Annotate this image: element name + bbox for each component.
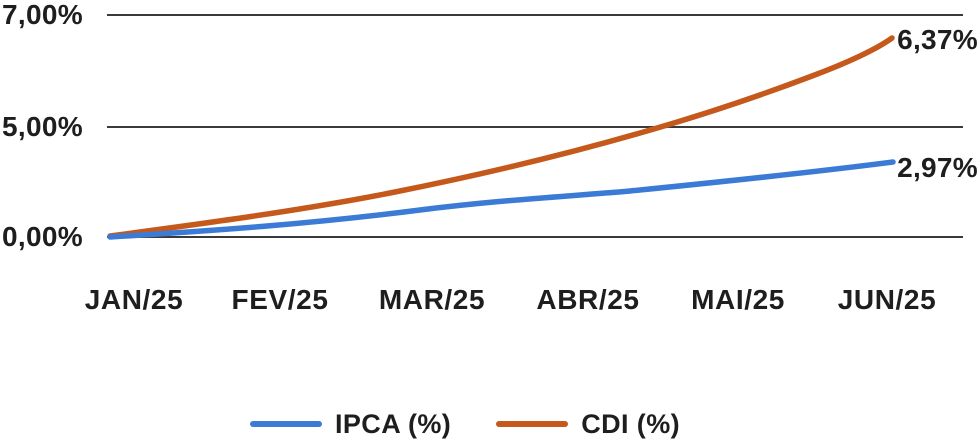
cdi-line-swatch <box>496 421 569 427</box>
cdi-legend-label: CDI (%) <box>581 408 680 439</box>
cdi-end-value-label: 6,37% <box>897 24 978 55</box>
ipca-line-swatch <box>250 421 322 427</box>
legend: IPCA (%) CDI (%) <box>0 408 955 440</box>
gridlines <box>107 14 963 238</box>
x-axis-tick-label-jun: JUN/25 <box>837 284 937 315</box>
x-axis-tick-label-mar: MAR/25 <box>378 284 486 315</box>
legend-item-cdi: CDI (%) <box>496 409 680 440</box>
x-axis-tick-label-mai: MAI/25 <box>691 284 785 315</box>
cdi-series-line <box>107 35 895 239</box>
y-axis-tick-label-0pct: 0,00% <box>2 221 83 252</box>
legend-item-ipca: IPCA (%) <box>250 409 451 440</box>
y-axis-tick-label-5pct: 5,00% <box>2 111 83 142</box>
x-axis-tick-label-jan: JAN/25 <box>84 284 184 315</box>
x-axis-tick-label-abr: ABR/25 <box>536 284 640 315</box>
ipca-series-line <box>107 159 896 240</box>
x-axis-tick-label-fev: FEV/25 <box>231 284 329 315</box>
y-axis-tick-label-7pct: 7,00% <box>2 0 83 30</box>
ipca-end-value-label: 2,97% <box>897 152 978 183</box>
ipca-legend-label: IPCA (%) <box>335 408 452 439</box>
